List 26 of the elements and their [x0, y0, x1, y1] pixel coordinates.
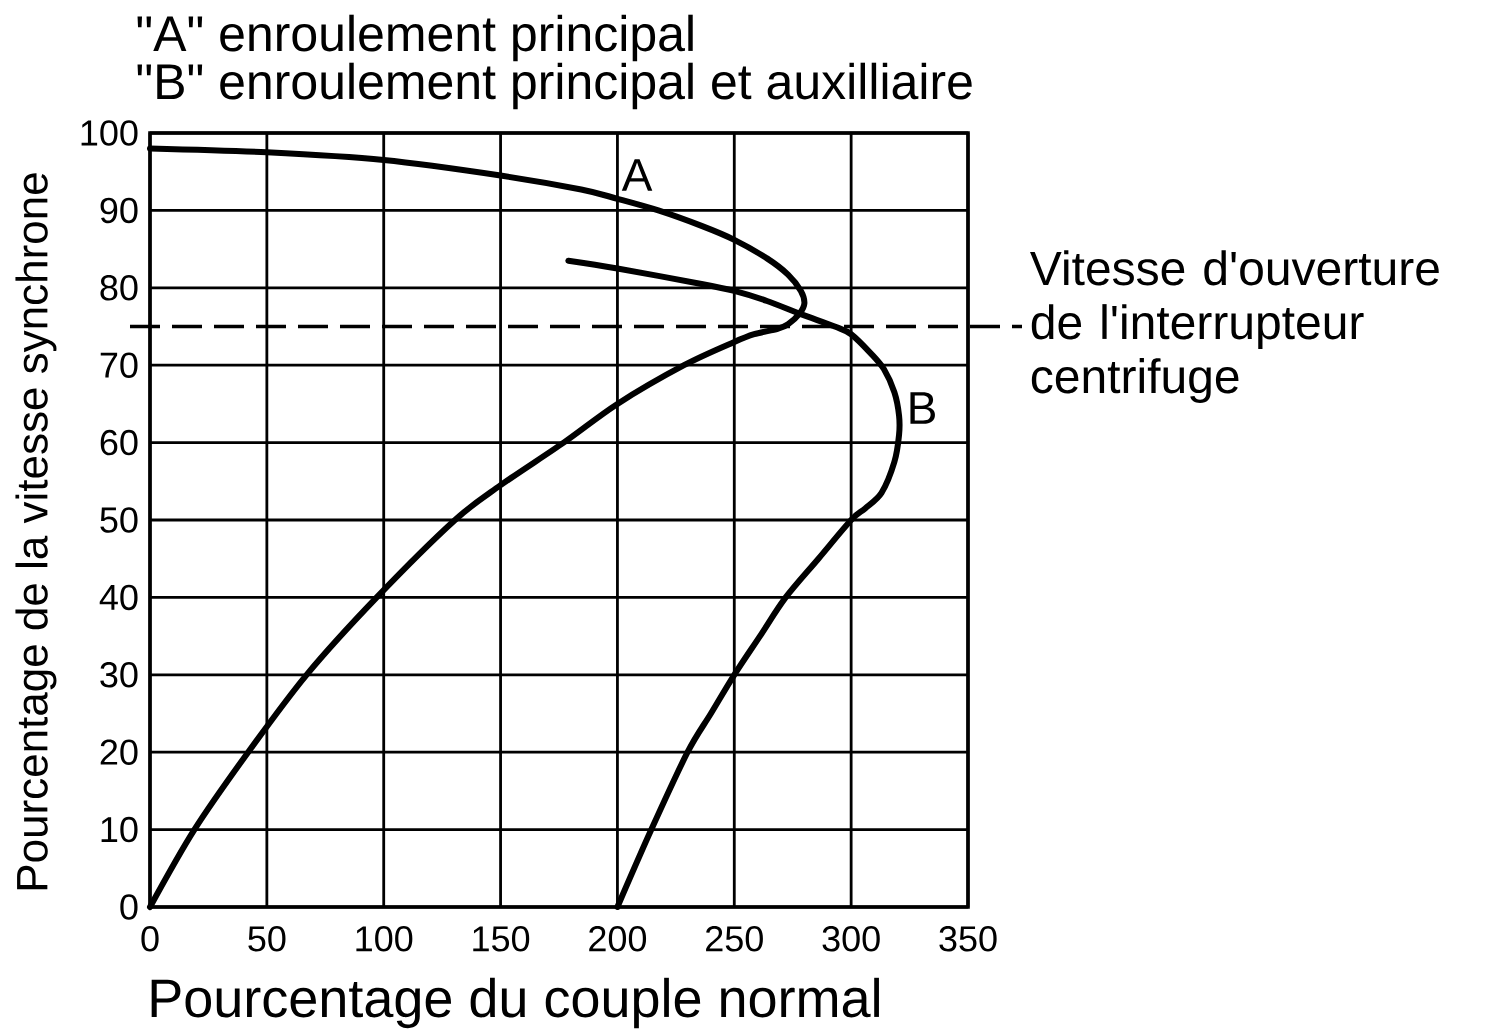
y-tick-label: 10 [101, 816, 138, 843]
y-tick-label: 30 [100, 662, 138, 688]
y-tick-label: 80 [100, 275, 138, 301]
x-tick-label: 350 [939, 926, 997, 952]
ref-line-label: Vitesse d'ouverture de l'interrupteur centrifuge [1030, 250, 1439, 403]
x-tick-label: 0 [141, 926, 159, 952]
y-tick-label: 70 [100, 352, 138, 378]
series-label: A [621, 159, 653, 191]
x-tick-label: 300 [822, 926, 880, 952]
y-tick-label: 100 [81, 120, 138, 146]
y-tick-label: 0 [120, 894, 138, 920]
x-tick-label: 150 [473, 926, 530, 952]
series-label: B [910, 392, 935, 424]
y-axis-title: Pourcentage de la vitesse synchrone [15, 173, 57, 890]
x-tick-label: 250 [706, 926, 763, 952]
y-tick-label: 90 [100, 197, 138, 224]
x-tick-label: 200 [589, 926, 647, 952]
y-tick-label: 60 [100, 429, 138, 456]
y-tick-label: 50 [100, 507, 138, 533]
x-axis-title: Pourcentage du couple normal [151, 977, 879, 1029]
y-tick-label: 40 [99, 584, 138, 611]
chart-subtitle: "B" enroulement principal et auxilliaire [137, 62, 972, 110]
chart-title: "A" enroulement principal [137, 14, 693, 62]
y-tick-label: 20 [100, 739, 138, 765]
x-tick-label: 50 [248, 926, 286, 952]
x-tick-label: 100 [356, 926, 413, 952]
